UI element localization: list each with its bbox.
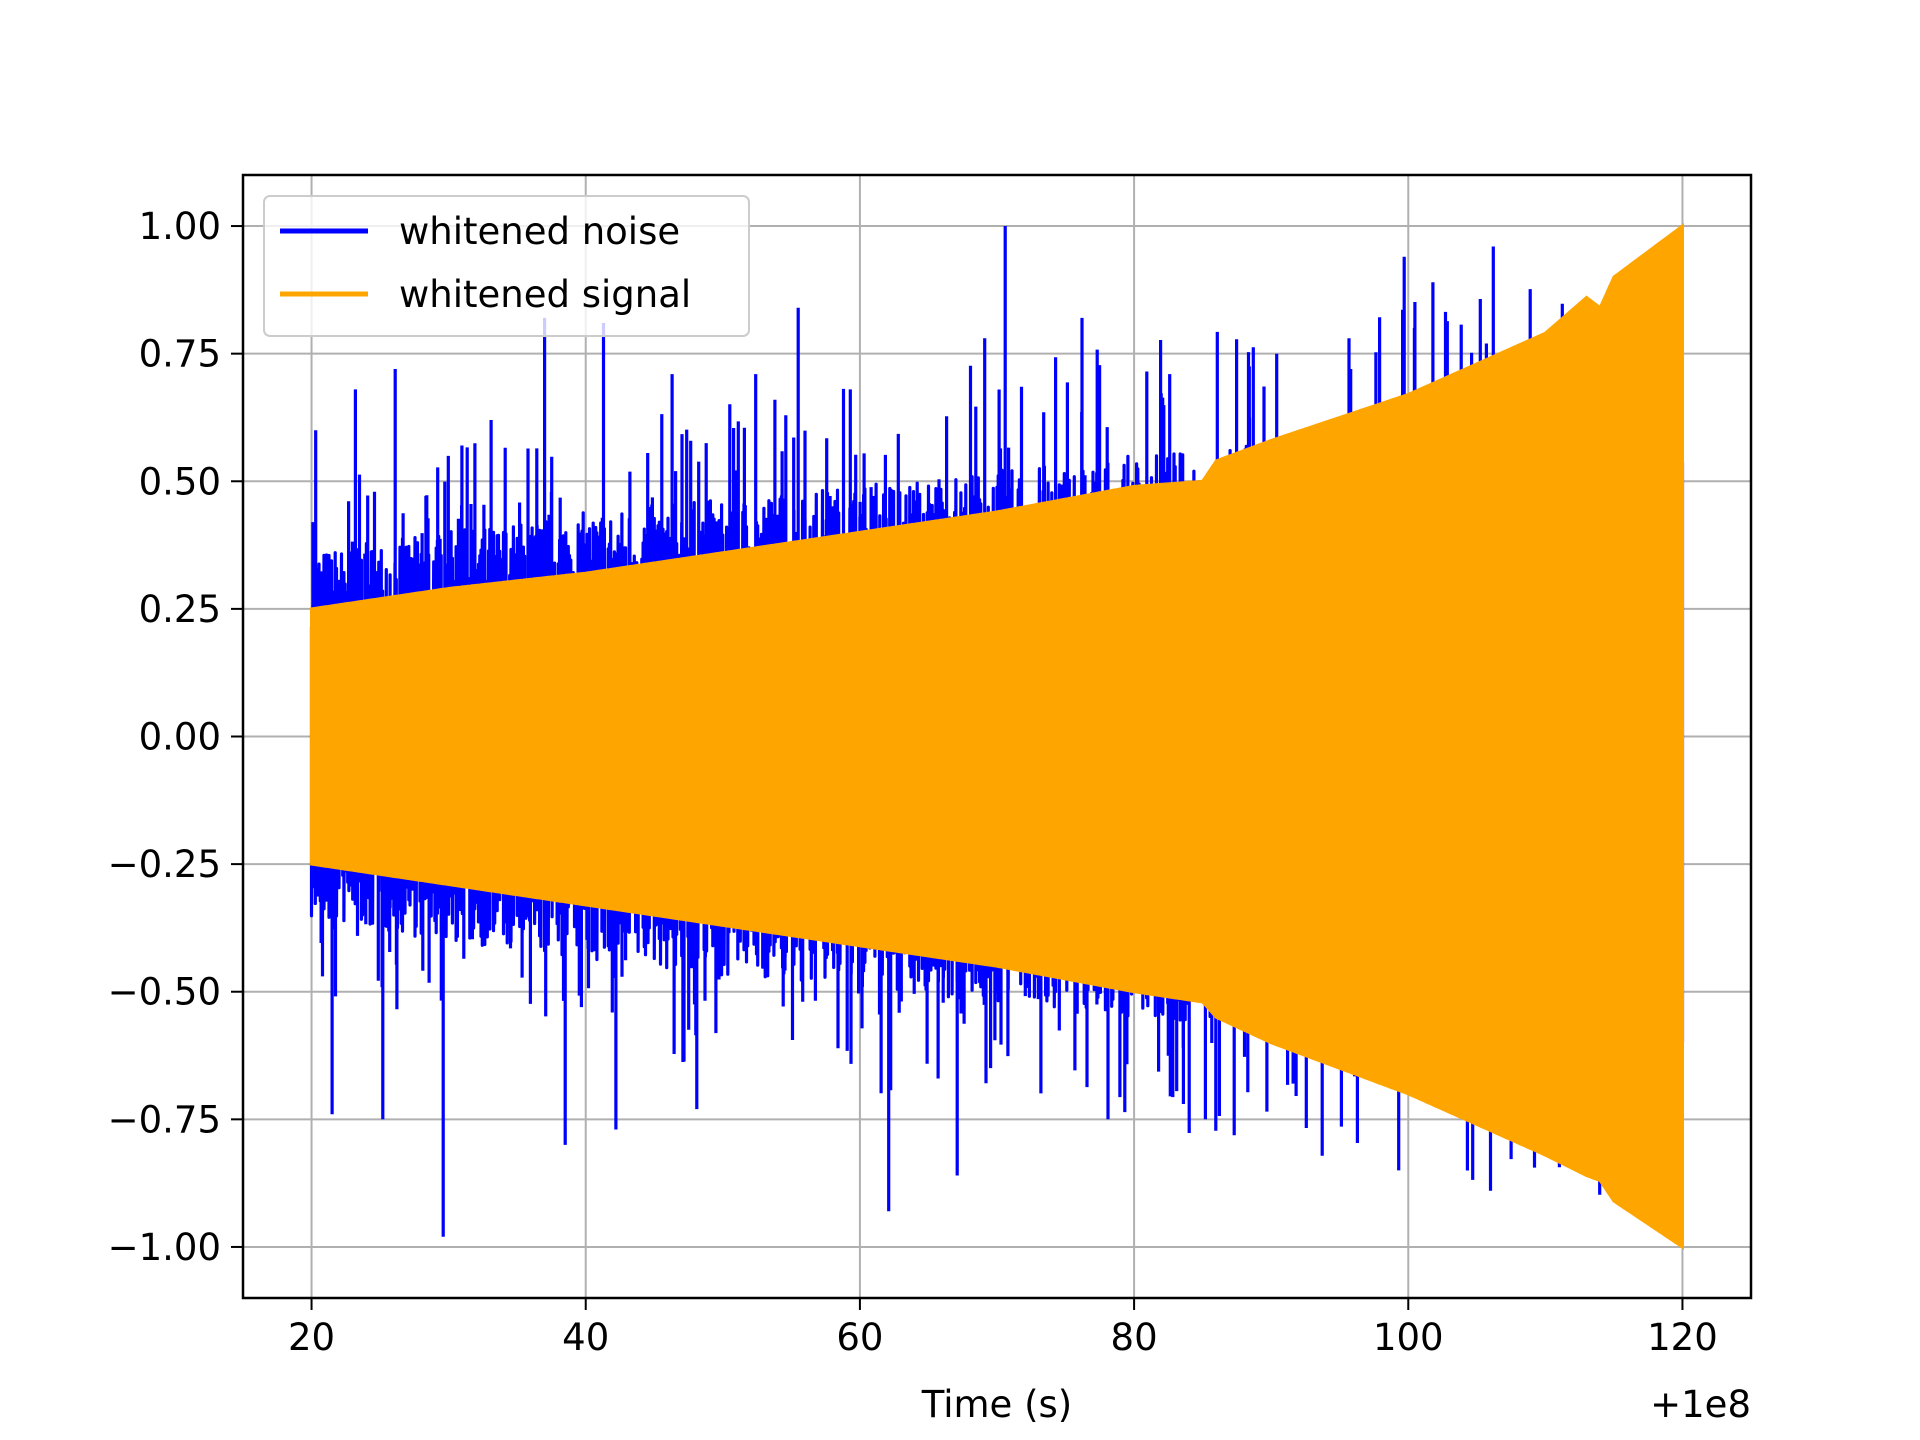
legend-label-noise: whitened noise <box>399 210 680 253</box>
series-layer <box>309 223 1685 1250</box>
y-tick-label: 1.00 <box>139 205 221 248</box>
ticks: 20 40 60 80 100 120 −1.00 −0.75 −0.50 −0.25 0.00 0.… <box>108 205 1718 1359</box>
x-tick-label: 20 <box>288 1316 335 1359</box>
legend: whitened noise whitened signal <box>263 195 750 337</box>
x-offset-label: +1e8 <box>1650 1383 1751 1426</box>
y-tick-label: −0.75 <box>108 1098 221 1141</box>
series-whitened-signal <box>310 223 1684 1250</box>
y-tick-label: 0.00 <box>139 716 221 759</box>
y-tick-label: 0.50 <box>139 460 221 503</box>
x-tick-label: 120 <box>1647 1316 1718 1359</box>
x-tick-label: 80 <box>1111 1316 1158 1359</box>
legend-box <box>263 195 750 337</box>
y-tick-label: −0.50 <box>108 971 221 1014</box>
y-tick-label: 0.75 <box>139 333 221 376</box>
x-tick-label: 100 <box>1373 1316 1444 1359</box>
x-axis-title: Time (s) <box>921 1383 1072 1426</box>
x-tick-label: 40 <box>562 1316 609 1359</box>
y-tick-label: −0.25 <box>108 843 221 886</box>
legend-label-signal: whitened signal <box>399 273 691 316</box>
x-tick-label: 60 <box>836 1316 883 1359</box>
y-tick-label: 0.25 <box>139 588 221 631</box>
y-tick-label: −1.00 <box>108 1226 221 1269</box>
